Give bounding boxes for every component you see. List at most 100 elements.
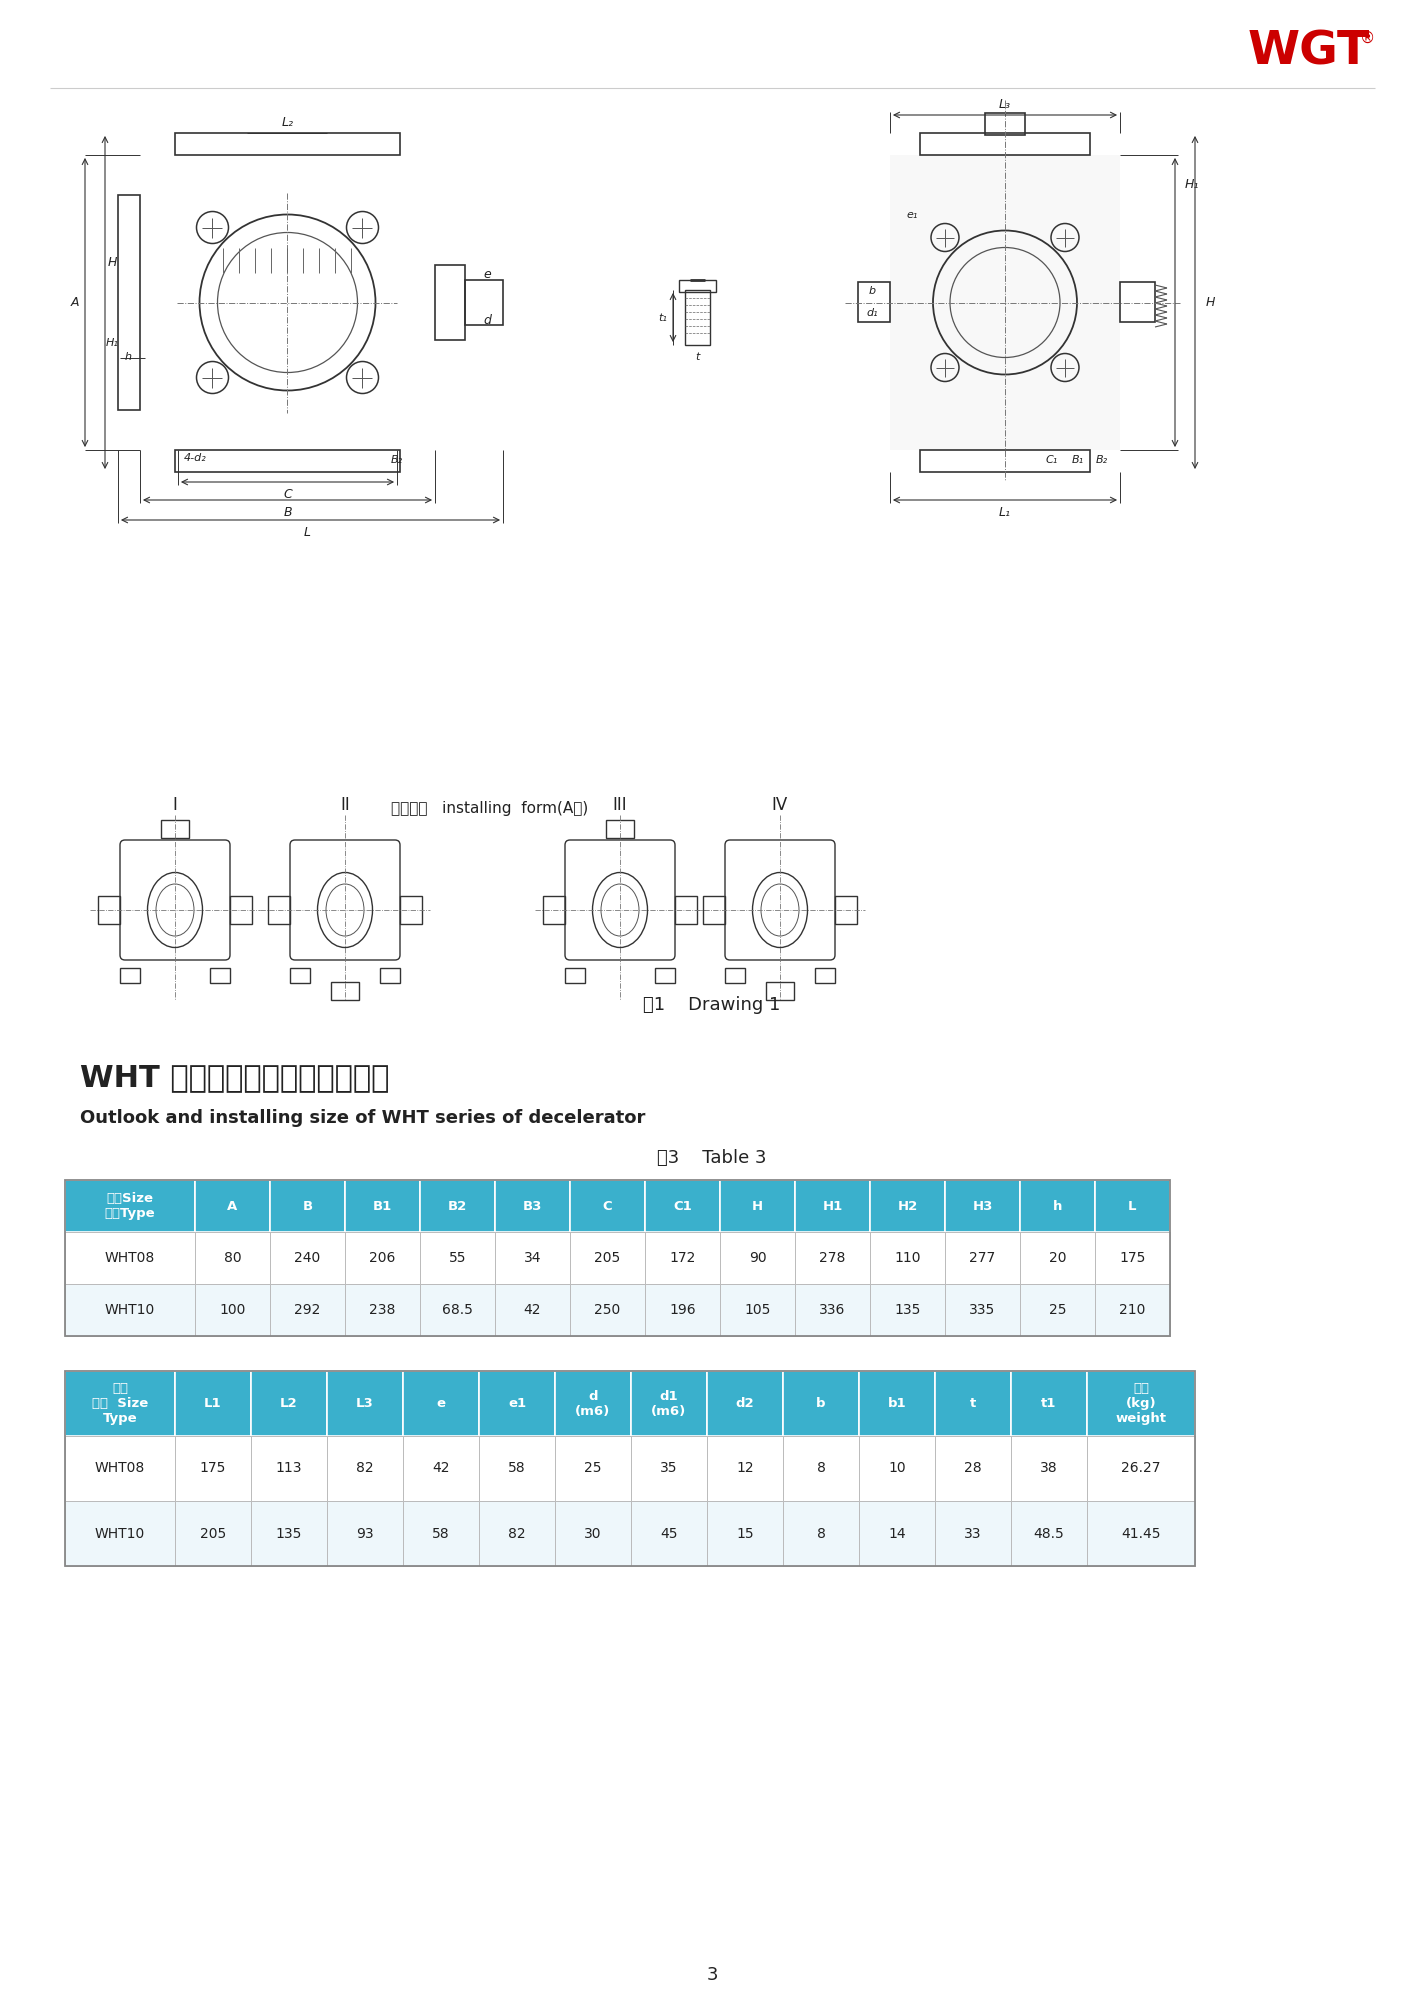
Bar <box>707 1436 782 1500</box>
Bar <box>782 1372 859 1436</box>
Text: 图1    Drawing 1: 图1 Drawing 1 <box>643 996 781 1014</box>
Text: 8: 8 <box>817 1462 825 1476</box>
Bar <box>631 1372 707 1436</box>
Text: L1: L1 <box>204 1396 222 1410</box>
Text: 110: 110 <box>895 1252 921 1266</box>
Bar <box>195 1180 269 1232</box>
Text: 250: 250 <box>594 1304 621 1316</box>
Bar <box>570 1284 646 1336</box>
Bar <box>685 290 710 344</box>
Text: h: h <box>1053 1200 1062 1212</box>
Bar <box>935 1500 1010 1566</box>
Bar <box>494 1284 570 1336</box>
Bar <box>795 1232 871 1284</box>
Text: 205: 205 <box>594 1252 621 1266</box>
Text: IV: IV <box>772 796 788 814</box>
Text: e1: e1 <box>507 1396 526 1410</box>
Text: e: e <box>436 1396 446 1410</box>
Text: L: L <box>304 526 311 538</box>
Bar <box>554 1436 631 1500</box>
Bar <box>291 968 311 982</box>
Text: h: h <box>124 352 131 362</box>
Text: 34: 34 <box>524 1252 542 1266</box>
Bar <box>945 1180 1020 1232</box>
Text: A: A <box>71 296 80 308</box>
Bar <box>66 1180 1170 1336</box>
Bar <box>403 1500 479 1566</box>
Bar <box>570 1180 646 1232</box>
Bar <box>606 820 634 838</box>
Bar <box>98 896 120 924</box>
Bar <box>118 196 140 410</box>
Text: B₂: B₂ <box>1096 456 1109 464</box>
Bar <box>871 1180 945 1232</box>
Text: H: H <box>107 256 117 268</box>
Text: WHT08: WHT08 <box>95 1462 145 1476</box>
Bar <box>66 1372 1196 1566</box>
Text: 277: 277 <box>969 1252 996 1266</box>
Text: C₁: C₁ <box>1046 456 1059 464</box>
Bar <box>1094 1284 1170 1336</box>
Bar <box>345 1284 420 1336</box>
Text: 210: 210 <box>1119 1304 1146 1316</box>
Text: C: C <box>603 1200 613 1212</box>
Text: 206: 206 <box>369 1252 396 1266</box>
Text: 113: 113 <box>276 1462 302 1476</box>
Text: 尺寸Size
型号Type: 尺寸Size 型号Type <box>104 1192 155 1220</box>
Bar <box>675 896 697 924</box>
Bar <box>66 1232 195 1284</box>
Bar <box>326 1500 403 1566</box>
Bar <box>175 450 400 472</box>
Text: 42: 42 <box>524 1304 542 1316</box>
Text: B3: B3 <box>523 1200 542 1212</box>
Text: 172: 172 <box>670 1252 695 1266</box>
Text: ®: ® <box>1359 30 1375 46</box>
Bar <box>891 156 1120 450</box>
Text: 25: 25 <box>1049 1304 1066 1316</box>
Text: I: I <box>172 796 178 814</box>
Text: 重量
(kg)
weight: 重量 (kg) weight <box>1116 1382 1167 1424</box>
Text: B: B <box>284 506 292 518</box>
Bar <box>859 1372 935 1436</box>
Bar <box>1094 1180 1170 1232</box>
Text: t1: t1 <box>1042 1396 1057 1410</box>
Text: 68.5: 68.5 <box>442 1304 473 1316</box>
Bar <box>269 1232 345 1284</box>
Bar <box>66 1180 195 1232</box>
Bar <box>1020 1284 1094 1336</box>
Bar <box>494 1180 570 1232</box>
Text: 表3    Table 3: 表3 Table 3 <box>657 1148 767 1168</box>
Text: C: C <box>284 488 292 500</box>
Text: III: III <box>613 796 627 814</box>
Text: 82: 82 <box>509 1526 526 1540</box>
Bar <box>251 1436 326 1500</box>
Text: 196: 196 <box>670 1304 695 1316</box>
Bar <box>66 1436 175 1500</box>
Text: 35: 35 <box>660 1462 678 1476</box>
Bar <box>209 968 229 982</box>
Text: 278: 278 <box>819 1252 845 1266</box>
Text: 105: 105 <box>744 1304 771 1316</box>
Bar <box>782 1500 859 1566</box>
Text: B: B <box>302 1200 312 1212</box>
Text: 292: 292 <box>295 1304 321 1316</box>
Text: L3: L3 <box>356 1396 373 1410</box>
Text: 100: 100 <box>219 1304 245 1316</box>
Text: 38: 38 <box>1040 1462 1057 1476</box>
Text: 55: 55 <box>449 1252 466 1266</box>
Bar <box>66 1500 175 1566</box>
Bar <box>859 1436 935 1500</box>
Text: 42: 42 <box>432 1462 450 1476</box>
Text: d2: d2 <box>735 1396 754 1410</box>
Bar <box>554 1500 631 1566</box>
Text: 82: 82 <box>356 1462 373 1476</box>
Bar <box>767 982 794 1000</box>
Bar <box>420 1284 494 1336</box>
Text: 135: 135 <box>276 1526 302 1540</box>
Text: b: b <box>868 286 875 296</box>
Bar <box>935 1436 1010 1500</box>
Bar <box>707 1372 782 1436</box>
Text: 装配形式   installing  form(A向): 装配形式 installing form(A向) <box>392 800 589 816</box>
Text: 90: 90 <box>748 1252 767 1266</box>
Bar <box>494 1232 570 1284</box>
